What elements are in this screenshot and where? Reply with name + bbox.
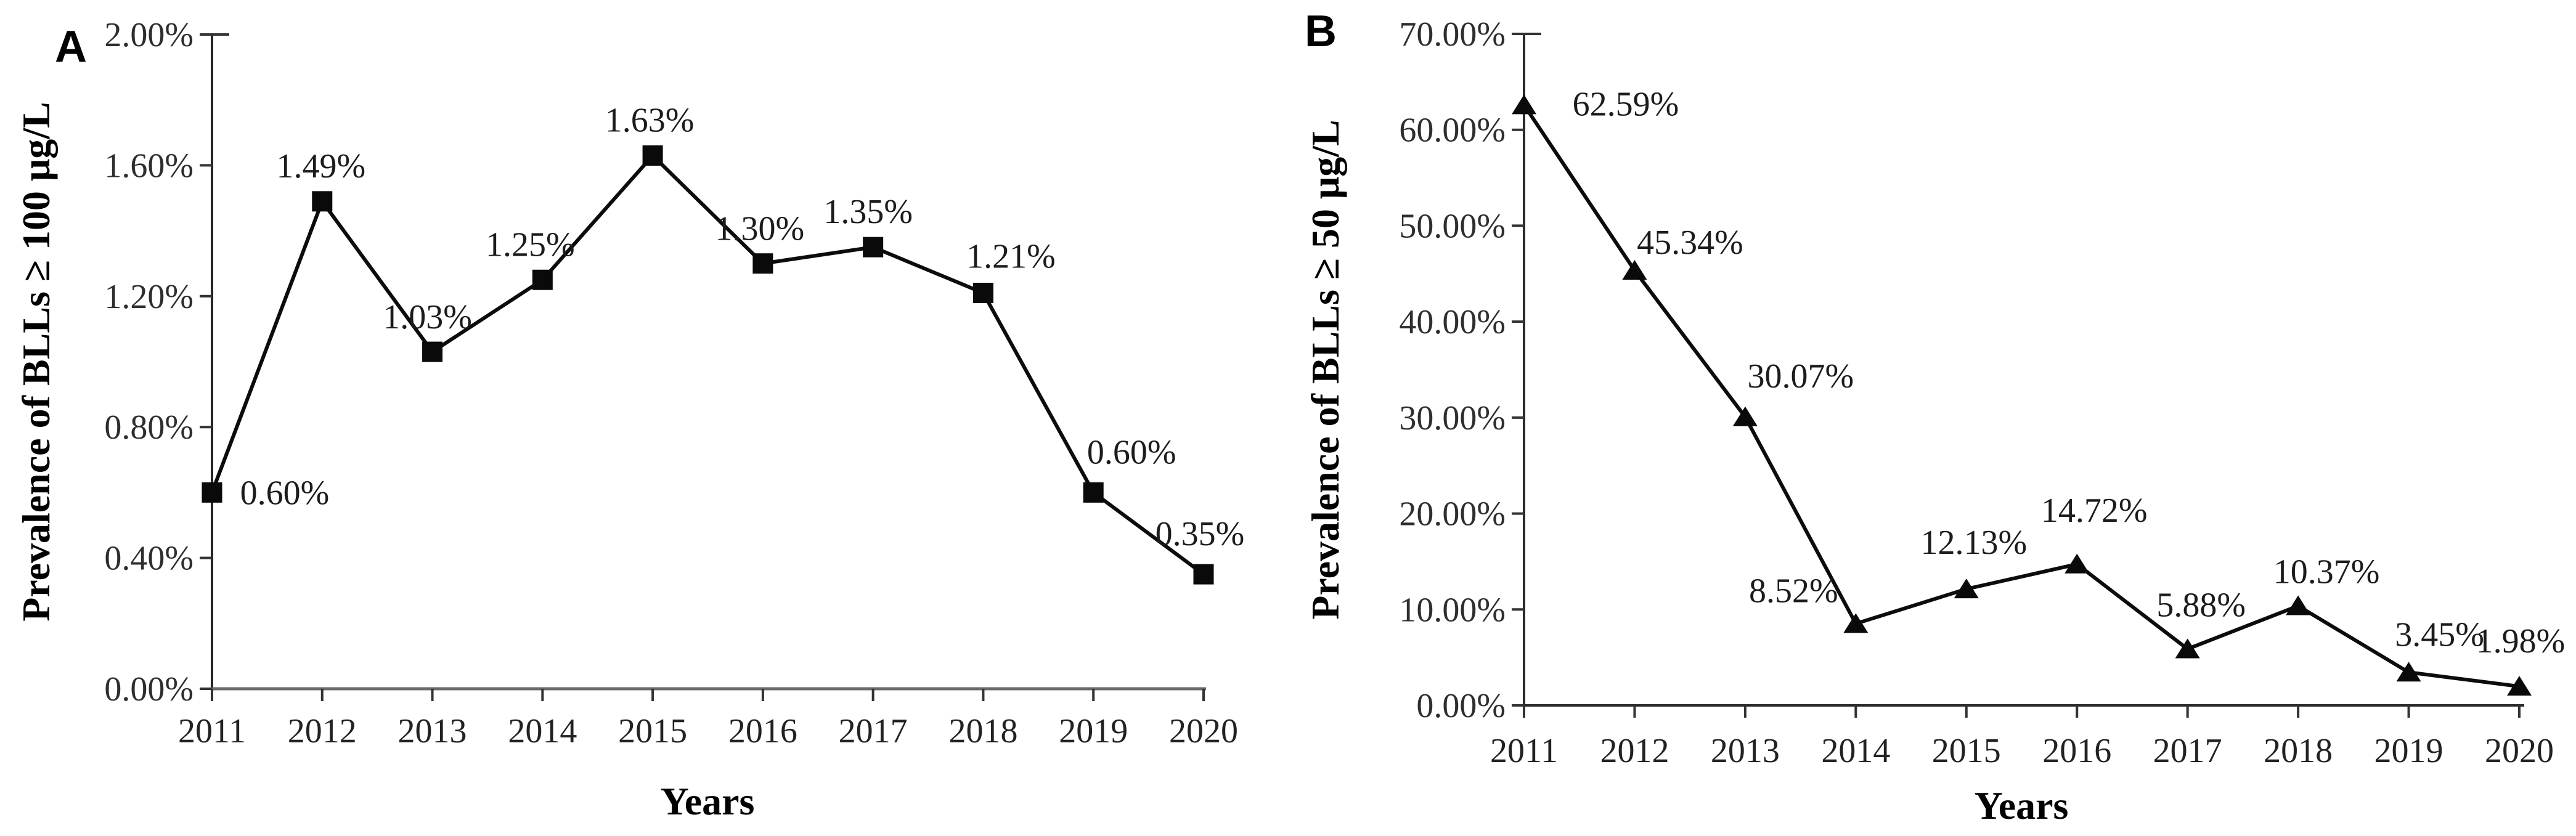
data-point-label: 0.35% [1156,515,1245,553]
square-marker [972,282,993,303]
x-tick-label: 2017 [839,712,908,750]
y-tick-label: 10.00% [1399,591,1506,629]
x-tick-label: 2011 [1490,732,1558,770]
triangle-marker [2064,553,2090,574]
square-marker [312,191,333,212]
series-line [1522,103,2520,689]
x-tick-label: 2014 [1821,732,1890,770]
y-tick-label: 30.00% [1399,399,1506,437]
x-tick-label: 2016 [728,712,797,750]
x-tick-label: 2016 [2042,732,2111,770]
data-point-label: 1.35% [823,193,913,231]
data-point-label: 14.72% [2041,492,2148,530]
data-point-label: 1.21% [966,237,1056,275]
square-marker [202,482,222,503]
y-tick-label: 0.80% [104,408,194,447]
square-marker [863,237,884,258]
panel-b: 0.00% 10.00% 20.00% 30.00% 40.00% 50.00% 60.00… [1303,7,2565,827]
x-tick-label: 2012 [1600,732,1669,770]
x-tick-label: 2013 [1711,732,1780,770]
y-tick-label: 40.00% [1399,303,1506,341]
x-tick-label: 2013 [398,712,467,750]
y-tick-label: 0.00% [1416,687,1506,725]
y-tick-label: 60.00% [1399,112,1506,150]
data-point-label: 3.45% [2395,615,2484,654]
y-tick-label: 1.20% [104,278,194,316]
square-marker [422,341,443,362]
y-tick-label: 70.00% [1399,15,1506,54]
x-axis-title: Years [1975,784,2069,827]
data-point-label: 1.63% [605,101,695,139]
series-line [210,153,1205,576]
data-point-label: 0.60% [240,474,330,512]
x-tick-label: 2018 [948,712,1017,750]
y-tick-label: 0.00% [104,670,194,708]
y-tick-label: 2.00% [104,16,194,54]
square-marker [532,269,553,290]
data-point-label: 1.25% [486,225,575,264]
triangle-marker [1512,94,1536,115]
triangle-marker [1954,578,1979,599]
triangle-marker [1843,613,1869,633]
x-tick-label: 2015 [1932,732,2001,770]
data-point-label: 12.13% [1920,524,2027,562]
data-point-label: 62.59% [1573,85,1679,123]
y-axis-title: Prevalence of BLLs ≥ 100 μg/L [14,102,58,622]
square-marker [642,145,663,166]
panel-letter: A [55,22,87,71]
square-marker [752,253,773,274]
data-point-label: 30.07% [1748,357,1854,396]
panel-letter: B [1305,7,1337,56]
data-point-label: 1.98% [2476,622,2566,660]
data-point-label: 1.30% [715,210,805,248]
x-tick-label: 2019 [1059,712,1128,750]
y-tick-label: 20.00% [1399,495,1506,534]
triangle-marker [2286,595,2311,615]
data-point-label: 45.34% [1637,224,1743,262]
y-tick-label: 1.60% [104,147,194,185]
panel-a: 0.00% 0.40% 0.80% 1.20% 1.60% 2.00% 2011 2012 20… [14,16,1244,823]
x-tick-label: 2018 [2264,732,2333,770]
x-tick-label: 2017 [2153,732,2222,770]
triangle-marker [1622,259,1647,280]
y-tick-label: 0.40% [104,540,194,578]
triangle-marker [1732,406,1758,426]
data-point-label: 0.60% [1087,433,1176,471]
x-tick-label: 2015 [618,712,687,750]
square-marker [1083,482,1104,503]
y-tick-label: 50.00% [1399,207,1506,245]
x-tick-label: 2014 [508,712,577,750]
x-axis-title: Years [661,779,755,823]
x-tick-label: 2020 [1169,712,1238,750]
data-point-label: 1.49% [276,147,365,185]
data-point-label: 1.03% [383,298,472,336]
y-axis-title: Prevalence of BLLs ≥ 50 μg/L [1303,120,1347,620]
x-tick-label: 2011 [178,712,246,750]
x-tick-label: 2020 [2485,732,2554,770]
triangle-marker [2396,662,2421,682]
square-marker [1193,564,1214,585]
data-point-label: 8.52% [1749,572,1838,610]
data-point-label: 5.88% [2156,586,2246,624]
triangle-marker [2175,638,2200,659]
x-tick-label: 2019 [2374,732,2444,770]
triangle-marker [2507,676,2532,696]
x-tick-label: 2012 [288,712,357,750]
data-point-label: 10.37% [2273,553,2380,591]
